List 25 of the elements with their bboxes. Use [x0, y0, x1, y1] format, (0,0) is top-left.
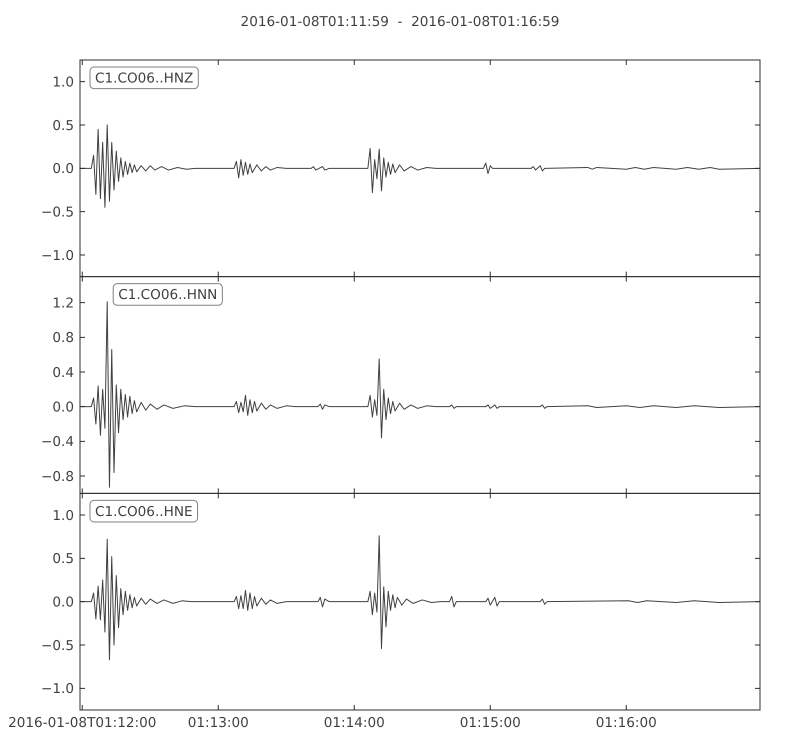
y-tick-label: 1.2	[52, 295, 74, 312]
y-tick-label: 0.0	[52, 594, 74, 610]
y-tick-label: −0.5	[40, 204, 74, 220]
x-tick-label: 2016-01-08T01:12:00	[8, 715, 156, 731]
y-tick-label: 0.8	[52, 330, 74, 346]
x-tick-label: 01:15:00	[460, 715, 521, 731]
x-tick-label: 01:16:00	[596, 715, 657, 731]
y-tick-label: −1.0	[40, 248, 74, 264]
y-tick-label: −0.8	[40, 468, 74, 485]
x-tick-label: 01:14:00	[324, 715, 385, 731]
y-tick-label: 0.5	[52, 551, 74, 568]
x-tick-label: 01:13:00	[188, 715, 249, 731]
y-tick-label: −0.5	[40, 638, 74, 654]
text: C1.CO06..HNZ	[95, 70, 194, 87]
chart-title: 2016-01-08T01:11:59 - 2016-01-08T01:16:59	[240, 14, 560, 30]
y-tick-label: 0.5	[52, 118, 74, 134]
y-tick-label: −1.0	[40, 681, 74, 698]
series-label: C1.CO06..HNE	[95, 504, 193, 520]
y-tick-label: −0.4	[40, 434, 74, 450]
y-tick-label: 1.0	[52, 74, 74, 90]
y-tick-label: 1.0	[52, 508, 74, 524]
y-tick-label: 0.0	[52, 161, 74, 178]
series-label: C1.CO06..HNN	[118, 287, 218, 304]
y-tick-label: 0.4	[52, 364, 74, 381]
y-tick-label: 0.0	[52, 399, 74, 416]
